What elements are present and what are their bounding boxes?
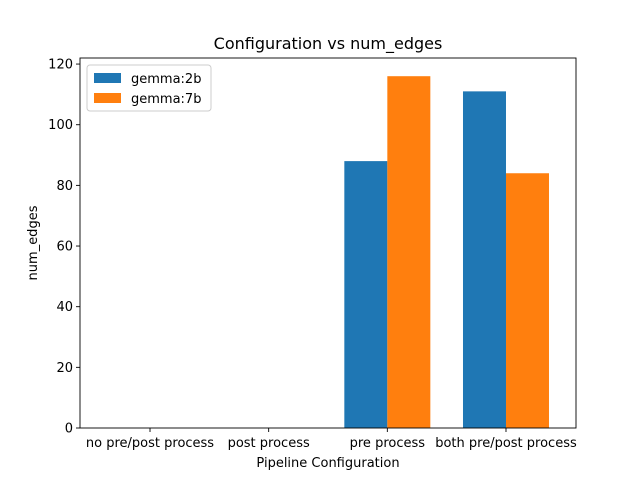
y-tick-label: 120	[48, 58, 73, 73]
x-tick-label: pre process	[350, 436, 426, 451]
y-tick-label: 100	[48, 118, 73, 133]
x-tick-label: post process	[228, 436, 310, 451]
legend-label: gemma:7b	[131, 92, 201, 107]
y-tick-label: 60	[56, 240, 73, 255]
y-tick-label: 40	[56, 300, 73, 315]
legend-label: gemma:2b	[131, 72, 201, 87]
bar-gemma-7b-pre-process	[387, 76, 431, 429]
x-tick-label: both pre/post process	[435, 436, 577, 451]
x-axis-label: Pipeline Configuration	[256, 456, 399, 471]
y-axis-label: num_edges	[26, 205, 41, 280]
y-tick-label: 20	[56, 361, 73, 376]
bar-gemma-2b-both-pre-post-process	[462, 91, 506, 428]
legend-swatch	[94, 93, 121, 103]
y-tick-label: 0	[65, 422, 73, 437]
bar-gemma-7b-both-pre-post-process	[505, 173, 549, 428]
legend-swatch	[94, 73, 121, 83]
bar-gemma-2b-pre-process	[344, 161, 388, 429]
y-tick-label: 80	[56, 179, 73, 194]
plot-area: 0 20 40 60 80 100 120 no pre/post process post p…	[48, 57, 577, 451]
axes-frame	[79, 57, 577, 429]
chart-title: Configuration vs num_edges	[214, 34, 443, 54]
x-tick-label: no pre/post process	[86, 436, 214, 451]
legend: gemma:2b gemma:7b	[86, 64, 212, 112]
